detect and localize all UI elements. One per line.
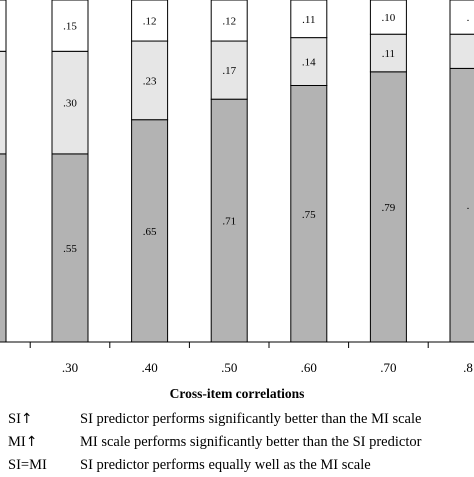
up-arrow-icon: ↑	[20, 411, 33, 427]
bar-1-mi_up-segment	[131, 0, 169, 42]
legend-key-si-better: SI↑	[8, 411, 33, 428]
bar-4-mi_up-segment	[369, 0, 407, 35]
legend-key-equal: SI=MI	[8, 457, 47, 473]
bar-0-si_eq_mi-segment	[51, 50, 89, 155]
legend-key-label: SI	[8, 411, 21, 427]
bar-0-si_up-label: .55	[63, 243, 77, 255]
bar-3-si_up-segment	[290, 85, 328, 343]
bar-1-si_eq_mi-segment	[131, 40, 169, 121]
bar-3-mi_up-label: .11	[302, 14, 315, 26]
bar-0-si_up-segment	[51, 153, 89, 343]
bar-2-mi_up-label: .12	[222, 16, 236, 28]
bar-3-si_eq_mi-segment	[290, 37, 328, 86]
bar-4-si_eq_mi-label: .11	[382, 48, 395, 60]
x-axis-title: Cross-item correlations	[170, 386, 305, 401]
bar-partial-si_eq_mi-segment	[0, 50, 7, 155]
bar-2-si_up-segment	[210, 98, 248, 343]
legend-row-si-better: SI↑ SI predictor performs significantly …	[0, 411, 474, 431]
legend-description: SI predictor performs equally well as th…	[80, 457, 371, 473]
bar-1-si_up-segment	[131, 119, 169, 343]
bar-5-si_eq_mi-segment	[449, 33, 474, 69]
bar-1-si_eq_mi-label: .23	[143, 75, 157, 87]
bar-0-si_eq_mi-label: .30	[63, 98, 77, 110]
bar-2-si_up-label: .71	[222, 216, 236, 228]
legend-row-mi-better: MI↑ MI scale performs significantly bett…	[0, 434, 474, 454]
up-arrow-icon: ↑	[25, 434, 38, 450]
x-tick-label: .50	[221, 360, 237, 375]
bar-0-mi_up-segment	[51, 0, 89, 52]
bar-1-mi_up-label: .12	[143, 16, 157, 28]
x-tick-label: .40	[141, 360, 157, 375]
legend-description: MI scale performs significantly better t…	[80, 434, 422, 450]
bar-2-mi_up-segment	[210, 0, 248, 42]
x-tick-label: .70	[380, 360, 396, 375]
x-tick-label: .8	[463, 360, 473, 375]
x-tick-label: .60	[301, 360, 317, 375]
bar-partial-si_up-segment	[0, 153, 7, 343]
x-tick-label: .30	[62, 360, 78, 375]
bar-5-mi_up-label: .	[467, 12, 470, 24]
bar-5-si_up-label: .	[467, 200, 470, 212]
bar-3-mi_up-segment	[290, 0, 328, 39]
bar-4-mi_up-label: .10	[382, 12, 396, 24]
bar-4-si_up-segment	[369, 71, 407, 343]
bar-2-si_eq_mi-label: .17	[222, 65, 236, 77]
bar-3-si_up-label: .75	[302, 209, 316, 221]
legend-key-label: MI	[8, 434, 26, 450]
bar-partial-mi_up-segment	[0, 0, 7, 52]
bar-4-si_up-label: .79	[382, 202, 396, 214]
legend-description: SI predictor performs significantly bett…	[80, 411, 422, 427]
bar-5-mi_up-segment	[449, 0, 474, 35]
bar-3-si_eq_mi-label: .14	[302, 57, 316, 69]
bar-4-si_eq_mi-segment	[369, 33, 407, 73]
legend-row-equal: SI=MI SI predictor performs equally well…	[0, 457, 474, 477]
bar-5-si_up-segment	[449, 67, 474, 343]
legend-key-mi-better: MI↑	[8, 434, 37, 451]
bar-0-mi_up-label: .15	[63, 21, 77, 33]
bar-1-si_up-label: .65	[143, 226, 157, 238]
